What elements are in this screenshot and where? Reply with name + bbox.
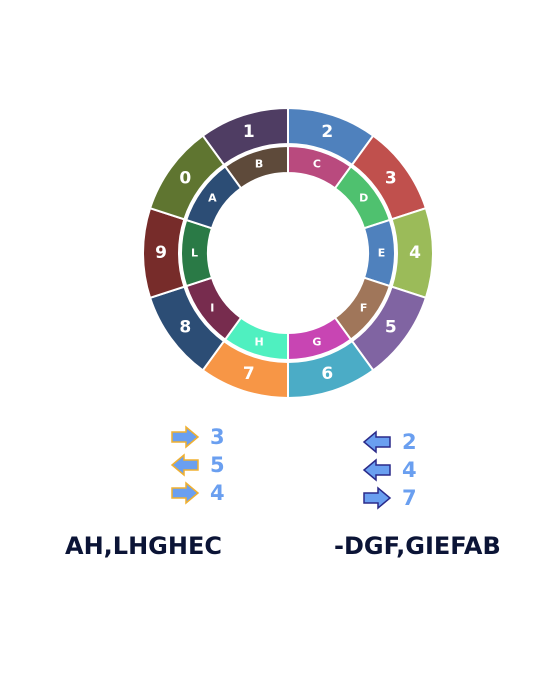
right-arrow-icon xyxy=(171,425,200,449)
inner-label-L: L xyxy=(191,247,198,260)
inner-label-F: F xyxy=(360,301,368,314)
move-row: 4 xyxy=(170,480,225,506)
right-answer-text: -DGF,GIEFAB xyxy=(334,532,501,560)
move-number: 2 xyxy=(402,430,417,454)
outer-label-7: 7 xyxy=(243,364,255,384)
inner-ring: B C D E F G H I L A xyxy=(180,144,396,362)
move-row: 3 xyxy=(170,424,225,450)
outer-label-1: 1 xyxy=(243,122,255,142)
outer-label-3: 3 xyxy=(385,168,397,188)
inner-label-E: E xyxy=(378,247,386,260)
inner-label-A: A xyxy=(208,192,217,205)
left-answer-text: AH,LHGHEC xyxy=(65,532,222,560)
inner-label-D: D xyxy=(359,192,368,205)
move-row: 4 xyxy=(362,457,417,483)
move-row: 7 xyxy=(362,485,417,511)
outer-label-8: 8 xyxy=(179,318,191,338)
move-number: 4 xyxy=(210,481,225,505)
left-arrow-icon xyxy=(170,453,199,477)
outer-label-0: 0 xyxy=(179,168,191,188)
outer-label-5: 5 xyxy=(385,318,397,338)
move-row: 2 xyxy=(362,429,417,455)
inner-label-I: I xyxy=(210,301,214,314)
outer-ring: 1 2 3 4 5 6 7 8 9 0 xyxy=(142,106,434,400)
inner-label-G: G xyxy=(312,335,321,348)
outer-segment-0 xyxy=(148,134,226,221)
move-number: 5 xyxy=(210,453,225,477)
left-arrow-icon xyxy=(362,430,391,454)
left-arrow-icon xyxy=(362,458,391,482)
inner-label-H: H xyxy=(254,335,263,348)
outer-label-4: 4 xyxy=(409,243,421,263)
inner-segment-A xyxy=(184,165,243,230)
outer-label-6: 6 xyxy=(321,364,333,384)
move-row: 5 xyxy=(170,452,225,478)
outer-label-9: 9 xyxy=(155,243,167,263)
inner-label-B: B xyxy=(255,158,263,171)
move-number: 4 xyxy=(402,458,417,482)
outer-label-2: 2 xyxy=(321,122,333,142)
right-arrow-icon xyxy=(171,481,200,505)
inner-label-C: C xyxy=(313,158,321,171)
move-number: 7 xyxy=(402,486,417,510)
right-arrow-icon xyxy=(363,486,392,510)
move-number: 3 xyxy=(210,425,225,449)
